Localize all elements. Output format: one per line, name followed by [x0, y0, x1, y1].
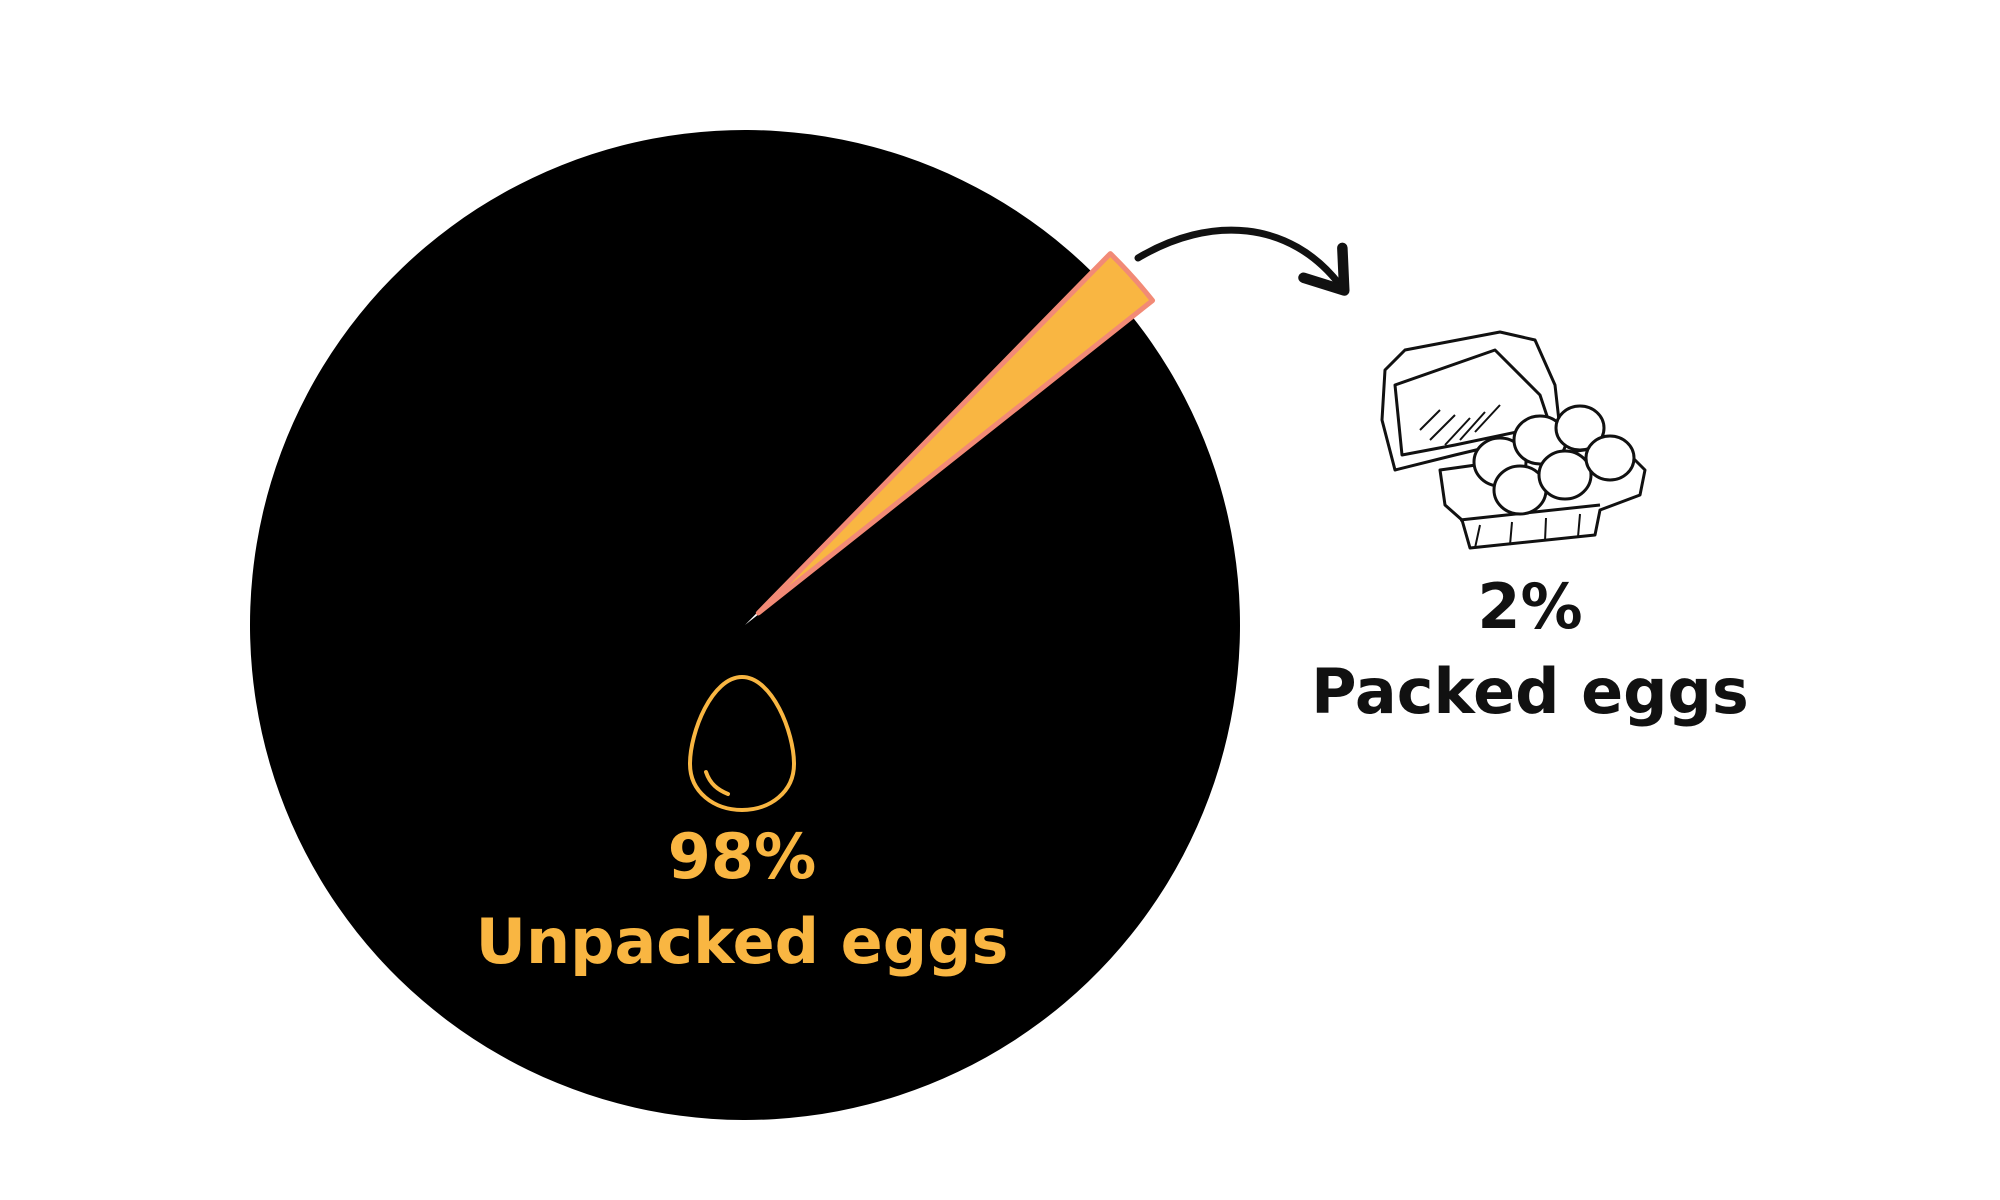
packed-value-label: 2% — [1477, 570, 1582, 643]
egg-icon — [687, 674, 797, 813]
unpacked-name-label: Unpacked eggs — [476, 905, 1009, 978]
slice-unpacked-eggs — [249, 129, 1240, 1120]
unpacked-value-label: 98% — [668, 820, 816, 893]
slice-labels: 98% Unpacked eggs 2% Packed eggs — [476, 570, 1749, 978]
slice-packed-eggs — [755, 251, 1156, 616]
packed-name-label: Packed eggs — [1311, 655, 1749, 728]
pie-slices — [249, 129, 1240, 1120]
curved-arrow-icon — [1134, 226, 1350, 296]
egg-carton-icon — [1380, 330, 1647, 550]
